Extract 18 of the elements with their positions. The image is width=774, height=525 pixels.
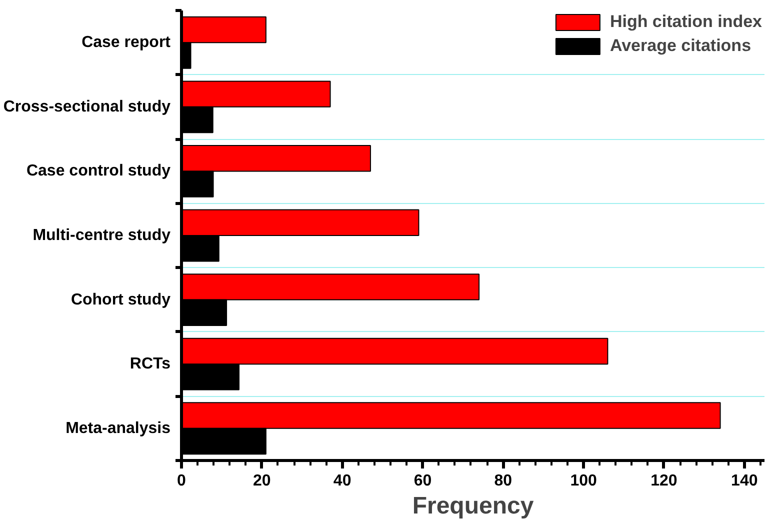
x-tick-label: 140 <box>731 472 758 490</box>
x-tick-label: 80 <box>494 472 512 490</box>
x-tick-label: 20 <box>253 472 271 490</box>
x-tick-label: 100 <box>570 472 598 490</box>
x-tick-label: 60 <box>414 472 432 490</box>
y-tick-label: Meta-analysis <box>66 420 171 437</box>
y-tick-label: Case control study <box>26 162 171 180</box>
x-tick-label: 120 <box>650 472 678 490</box>
x-axis-title: Frequency <box>412 492 534 520</box>
y-tick-label: RCTs <box>130 356 171 373</box>
y-tick-label: Multi-centre study <box>32 227 171 244</box>
x-tick-label: 0 <box>177 472 186 490</box>
y-tick-label: Cohort study <box>70 291 171 308</box>
x-tick-label: 40 <box>333 472 352 490</box>
y-tick-label: Case report <box>82 34 172 52</box>
y-tick-label: Cross-sectional study <box>3 98 171 116</box>
legend-label: High citation index <box>610 12 762 32</box>
legend-label: Average citations <box>610 36 752 56</box>
